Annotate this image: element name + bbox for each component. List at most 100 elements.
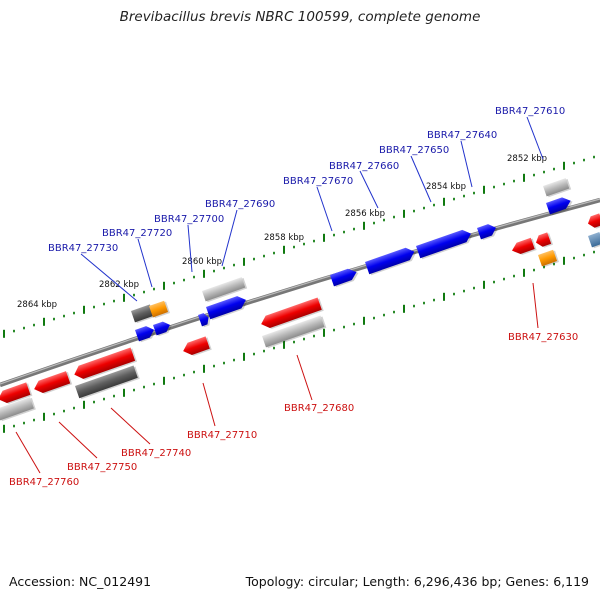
gene-dark bbox=[131, 304, 156, 324]
gene-label-BBR47_27660[interactable]: BBR47_27660 bbox=[329, 161, 399, 172]
scale-tick bbox=[253, 257, 255, 261]
scale-tick bbox=[123, 293, 125, 302]
scale-tick bbox=[293, 245, 295, 249]
scale-tick bbox=[83, 400, 85, 409]
genome-summary-text: Topology: circular; Length: 6,296,436 bp… bbox=[245, 574, 589, 589]
scale-tick bbox=[193, 275, 195, 279]
gene-rna bbox=[149, 300, 170, 319]
scale-tick bbox=[543, 265, 545, 269]
kbp-label-2858: 2858 kbp bbox=[264, 233, 304, 243]
scale-tick bbox=[53, 317, 55, 321]
gene-gray bbox=[202, 277, 248, 303]
scale-tick bbox=[523, 173, 525, 182]
scale-tick bbox=[233, 358, 235, 362]
scale-tick bbox=[183, 278, 185, 282]
scale-tick bbox=[343, 325, 345, 329]
gene-label-BBR47_27640[interactable]: BBR47_27640 bbox=[427, 130, 497, 141]
leader-line bbox=[110, 407, 151, 445]
leader-line bbox=[532, 282, 539, 329]
scale-tick bbox=[143, 290, 145, 294]
scale-tick bbox=[103, 397, 105, 401]
scale-tick bbox=[303, 242, 305, 246]
gene-label-BBR47_27710[interactable]: BBR47_27710 bbox=[187, 430, 257, 441]
gene-label-BBR47_27730[interactable]: BBR47_27730 bbox=[48, 243, 118, 254]
leader-line bbox=[15, 431, 41, 474]
scale-tick bbox=[413, 209, 415, 213]
gene-blue bbox=[330, 268, 359, 288]
genome-backbone-highlight bbox=[0, 198, 600, 385]
scale-tick bbox=[3, 329, 5, 338]
scale-tick bbox=[213, 269, 215, 273]
kbp-label-2856: 2856 kbp bbox=[345, 209, 385, 219]
gene-label-BBR47_27700[interactable]: BBR47_27700 bbox=[154, 214, 224, 225]
scale-tick bbox=[163, 281, 165, 290]
scale-tick bbox=[343, 230, 345, 234]
scale-tick bbox=[243, 257, 245, 266]
scale-tick bbox=[83, 305, 85, 314]
scale-tick bbox=[583, 158, 585, 162]
gene-label-BBR47_27740[interactable]: BBR47_27740 bbox=[121, 448, 191, 459]
scale-tick bbox=[133, 388, 135, 392]
gene-gray bbox=[543, 178, 572, 198]
scale-tick bbox=[353, 227, 355, 231]
scale-tick bbox=[373, 316, 375, 320]
scale-tick bbox=[113, 394, 115, 398]
scale-tick bbox=[483, 185, 485, 194]
gene-label-BBR47_27670[interactable]: BBR47_27670 bbox=[283, 176, 353, 187]
scale-tick bbox=[283, 245, 285, 254]
gene-rna bbox=[538, 249, 559, 268]
leader-line bbox=[296, 354, 313, 401]
gene-label-BBR47_27760[interactable]: BBR47_27760 bbox=[9, 477, 79, 488]
scale-tick bbox=[23, 421, 25, 425]
scale-tick bbox=[543, 170, 545, 174]
scale-tick bbox=[263, 254, 265, 258]
gene-label-BBR47_27690[interactable]: BBR47_27690 bbox=[205, 199, 275, 210]
kbp-label-2862: 2862 kbp bbox=[99, 280, 139, 290]
gene-label-BBR47_27680[interactable]: BBR47_27680 bbox=[284, 403, 354, 414]
leader-line bbox=[137, 238, 153, 288]
gene-blue bbox=[416, 229, 473, 260]
gene-label-BBR47_27720[interactable]: BBR47_27720 bbox=[102, 228, 172, 239]
scale-tick bbox=[333, 328, 335, 332]
gene-red bbox=[74, 347, 138, 380]
scale-tick bbox=[363, 316, 365, 325]
leader-line bbox=[410, 155, 432, 203]
scale-tick bbox=[223, 266, 225, 270]
accession-text: Accession: NC_012491 bbox=[9, 574, 152, 589]
scale-tick bbox=[13, 424, 15, 428]
scale-tick bbox=[223, 361, 225, 365]
scale-tick bbox=[433, 298, 435, 302]
scale-tick bbox=[93, 305, 95, 309]
scale-tick bbox=[183, 373, 185, 377]
scale-tick bbox=[173, 376, 175, 380]
scale-tick bbox=[563, 256, 565, 265]
gene-label-BBR47_27750[interactable]: BBR47_27750 bbox=[67, 462, 137, 473]
gene-blue bbox=[546, 197, 573, 216]
scale-tick bbox=[463, 289, 465, 293]
gene-blue bbox=[198, 313, 211, 328]
gene-blue bbox=[477, 224, 498, 241]
scale-tick bbox=[393, 215, 395, 219]
scale-tick bbox=[553, 262, 555, 266]
scale-tick bbox=[443, 292, 445, 301]
gene-red bbox=[183, 336, 212, 356]
scale-tick bbox=[503, 182, 505, 186]
scale-tick bbox=[63, 314, 65, 318]
scale-tick bbox=[103, 302, 105, 306]
leader-line bbox=[187, 224, 193, 273]
leader-line bbox=[526, 116, 544, 160]
scale-tick-tracks bbox=[3, 155, 595, 433]
gene-label-BBR47_27610[interactable]: BBR47_27610 bbox=[495, 106, 565, 117]
map-title: Brevibacillus brevis NBRC 100599, comple… bbox=[119, 9, 481, 25]
scale-tick bbox=[473, 191, 475, 195]
scale-tick bbox=[423, 301, 425, 305]
scale-tick bbox=[143, 385, 145, 389]
scale-tick bbox=[323, 328, 325, 337]
leader-line bbox=[221, 209, 238, 267]
scale-tick bbox=[63, 409, 65, 413]
scale-tick bbox=[573, 161, 575, 165]
gene-label-BBR47_27650[interactable]: BBR47_27650 bbox=[379, 145, 449, 156]
gene-label-BBR47_27630[interactable]: BBR47_27630 bbox=[508, 332, 578, 343]
gene-gray bbox=[0, 397, 36, 422]
gene-red bbox=[535, 232, 554, 248]
